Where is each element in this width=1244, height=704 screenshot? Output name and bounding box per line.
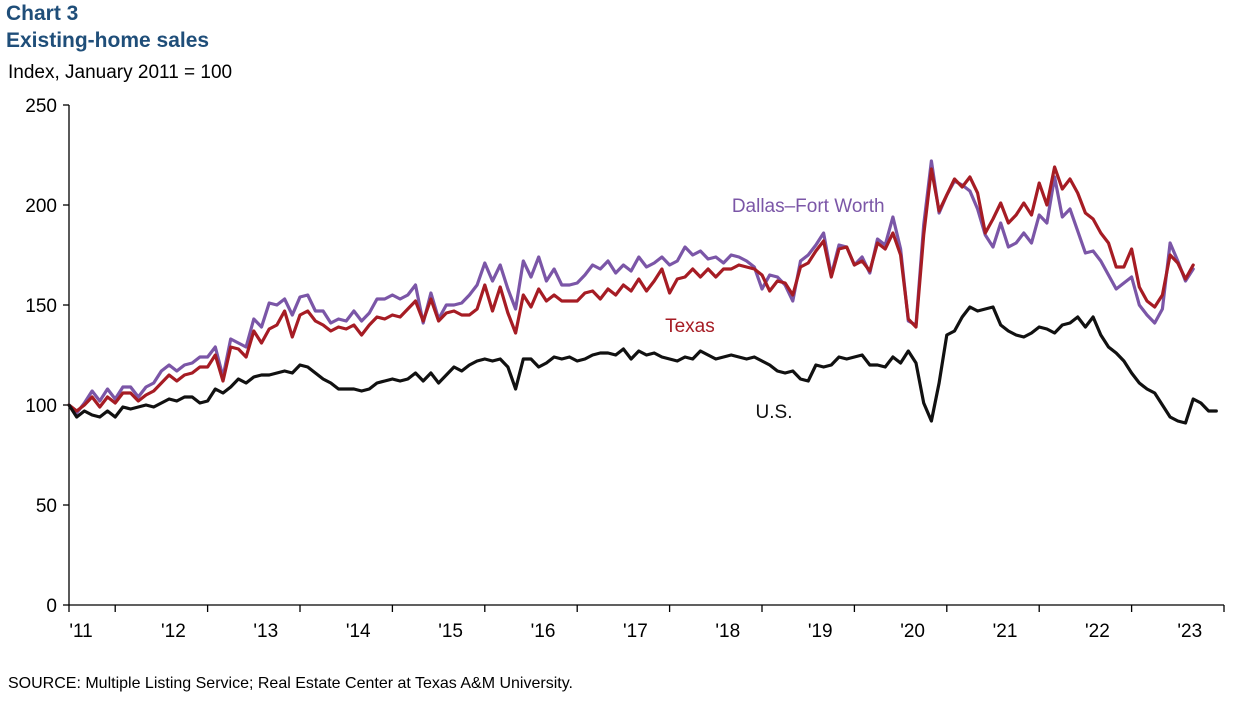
y-tick-label: 0	[46, 596, 57, 617]
series-lines	[67, 159, 1218, 425]
x-tick-label: '11	[69, 621, 92, 642]
x-tick-label: '13	[253, 621, 278, 642]
x-tick-label: '23	[1177, 621, 1202, 642]
y-tick-label: 250	[25, 96, 57, 117]
x-tick-label: '17	[623, 621, 648, 642]
series-label-dallas-fort-worth: Dallas–Fort Worth	[732, 196, 885, 217]
x-tick-label: '19	[808, 621, 833, 642]
chart-title: Existing-home sales	[6, 29, 210, 52]
x-tick-label: '22	[1085, 621, 1110, 642]
x-tick-label: '12	[161, 621, 186, 642]
y-axis: 0 50 100 150 200 250	[25, 96, 70, 617]
y-axis-unit-label: Index, January 2011 = 100	[8, 62, 233, 83]
x-tick-label: '16	[531, 621, 556, 642]
y-tick-label: 100	[25, 396, 57, 417]
x-tick-label: '20	[900, 621, 925, 642]
series-line-u-s	[67, 305, 1218, 425]
series-line-dallas-fort-worth	[67, 159, 1195, 415]
series-label-texas: Texas	[665, 316, 715, 337]
x-tick-label: '21	[993, 621, 1018, 642]
y-tick-label: 200	[25, 196, 57, 217]
y-tick-label: 150	[25, 296, 57, 317]
series-line-texas	[67, 165, 1195, 413]
series-labels: Dallas–Fort Worth Texas U.S.	[665, 196, 884, 423]
x-tick-label: '15	[438, 621, 463, 642]
source-note: SOURCE: Multiple Listing Service; Real E…	[8, 675, 573, 692]
x-tick-label: '18	[715, 621, 740, 642]
y-tick-label: 50	[36, 496, 57, 517]
x-axis: '11 '12 '13 '14 '15 '16 '17 '18 '19 '20 '21 '22 '23	[68, 604, 1225, 642]
series-label-u-s: U.S.	[756, 402, 793, 423]
x-tick-label: '14	[346, 621, 371, 642]
chart-number: Chart 3	[6, 2, 79, 25]
